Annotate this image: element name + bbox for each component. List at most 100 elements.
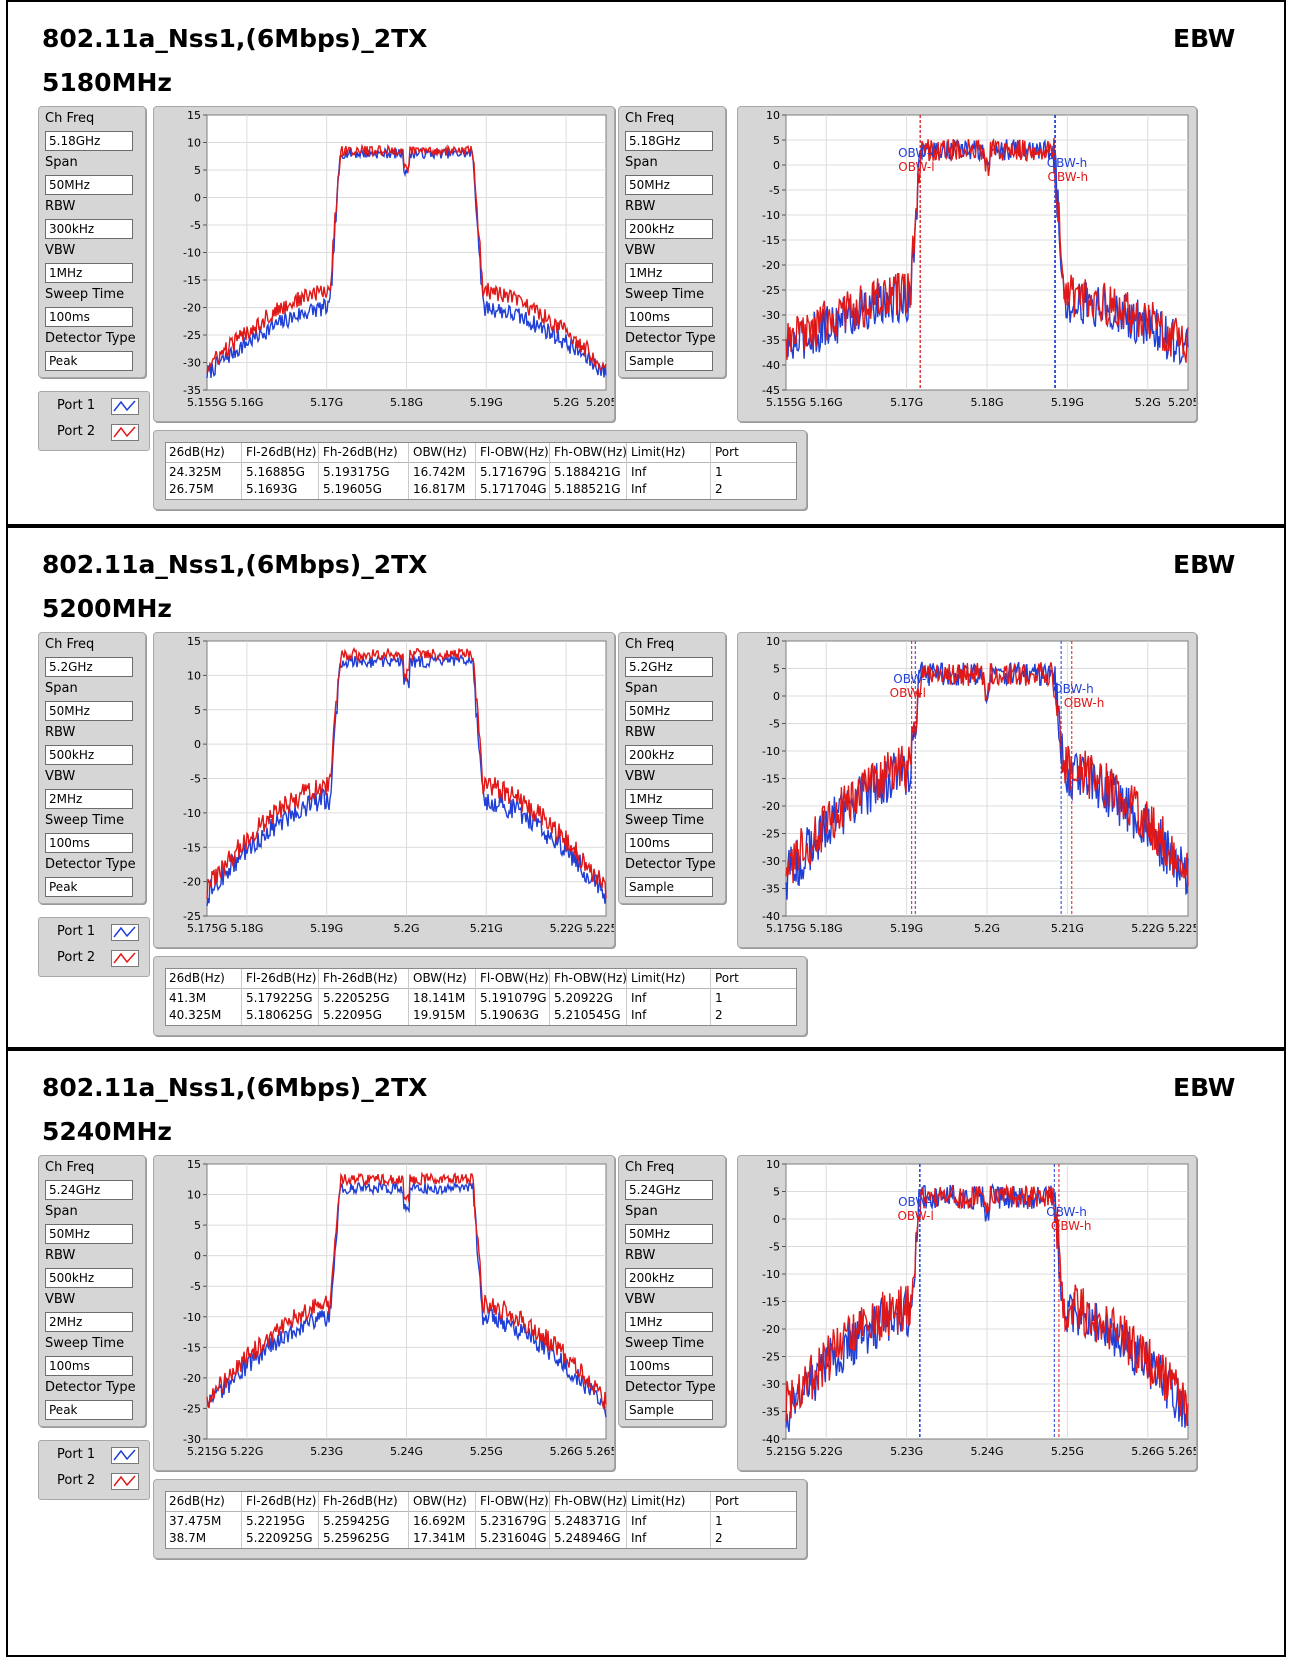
table-header-cell: Port <box>715 1494 739 1508</box>
setting-value-field[interactable]: 100ms <box>45 833 133 853</box>
setting-value-field[interactable]: Sample <box>625 877 713 897</box>
x-tick-label: 5.19G <box>890 922 923 935</box>
trace-icon <box>113 400 136 412</box>
x-tick-label: 5.17G <box>890 396 923 409</box>
setting-value-field[interactable]: 100ms <box>45 1356 133 1376</box>
setting-label: Detector Type <box>45 857 136 872</box>
table-column-divider <box>241 969 242 1025</box>
results-table: 26dB(Hz) Fl-26dB(Hz) Fh-26dB(Hz) OBW(Hz) Fl-… <box>153 430 807 510</box>
table-cell: 41.3M <box>169 991 207 1005</box>
y-tick-label: 0 <box>773 159 780 172</box>
setting-label: Sweep Time <box>45 1336 125 1351</box>
obw-high-label: OBW-h <box>1053 682 1094 696</box>
setting-value-field[interactable]: 100ms <box>625 307 713 327</box>
setting-value-field[interactable]: 200kHz <box>625 745 713 765</box>
table-header-cell: Fl-26dB(Hz) <box>246 445 317 459</box>
setting-value-field[interactable]: Peak <box>45 877 133 897</box>
setting-value-field[interactable]: 1MHz <box>625 263 713 283</box>
setting-label: Sweep Time <box>625 813 705 828</box>
y-tick-label: 15 <box>187 635 201 648</box>
setting-value-field[interactable]: Sample <box>625 1400 713 1420</box>
setting-value-field[interactable]: 300kHz <box>45 219 133 239</box>
setting-value-field[interactable]: 1MHz <box>625 789 713 809</box>
setting-value-field[interactable]: 50MHz <box>625 1224 713 1244</box>
y-tick-label: 10 <box>766 635 780 648</box>
setting-value-field[interactable]: 5.2GHz <box>45 657 133 677</box>
legend-item-port-1[interactable]: Port 1 <box>39 921 149 945</box>
legend-item-port-2[interactable]: Port 2 <box>39 947 149 971</box>
table-header-cell: Port <box>715 971 739 985</box>
setting-value-field[interactable]: Peak <box>45 351 133 371</box>
port-legend: Port 1 Port 2 <box>38 391 150 451</box>
setting-value-field[interactable]: 50MHz <box>45 175 133 195</box>
setting-label: Detector Type <box>625 857 716 872</box>
x-tick-label: 5.22G <box>810 1445 843 1458</box>
setting-label: Ch Freq <box>45 111 95 126</box>
y-tick-label: -35 <box>762 1406 780 1419</box>
y-tick-label: 0 <box>773 690 780 703</box>
legend-item-port-2[interactable]: Port 2 <box>39 421 149 445</box>
setting-value-field[interactable]: Sample <box>625 351 713 371</box>
setting-value-field[interactable]: 100ms <box>625 1356 713 1376</box>
table-column-divider <box>710 969 711 1025</box>
series-line-port-1 <box>206 146 607 379</box>
setting-value-field[interactable]: 100ms <box>625 833 713 853</box>
x-tick-label: 5.23G <box>310 1445 343 1458</box>
table-cell: 5.220525G <box>323 991 390 1005</box>
table-header-cell: Fh-OBW(Hz) <box>554 971 627 985</box>
setting-value-field[interactable]: 50MHz <box>625 701 713 721</box>
table-header-cell: OBW(Hz) <box>413 1494 467 1508</box>
x-tick-label: 5.225G <box>1168 922 1196 935</box>
setting-label: Span <box>45 681 78 696</box>
table-header-cell: Fl-26dB(Hz) <box>246 971 317 985</box>
setting-value-field[interactable]: 5.18GHz <box>625 131 713 151</box>
trace-icon-line <box>113 926 136 938</box>
y-tick-label: 10 <box>766 109 780 122</box>
setting-value-field[interactable]: 2MHz <box>45 789 133 809</box>
trace-icon-line <box>113 400 136 412</box>
setting-value-field[interactable]: 50MHz <box>45 701 133 721</box>
table-cell: 5.248371G <box>554 1514 621 1528</box>
setting-value-field[interactable]: 200kHz <box>625 219 713 239</box>
setting-value-field[interactable]: 200kHz <box>625 1268 713 1288</box>
table-header-cell: Fl-26dB(Hz) <box>246 1494 317 1508</box>
section-title: 802.11a_Nss1,(6Mbps)_2TX <box>42 1073 428 1102</box>
measurement-section: 802.11a_Nss1,(6Mbps)_2TX EBW 5200MHz Ch Fre… <box>6 526 1286 1049</box>
setting-value-field[interactable]: 1MHz <box>45 263 133 283</box>
y-tick-label: -30 <box>762 855 780 868</box>
results-table: 26dB(Hz) Fl-26dB(Hz) Fh-26dB(Hz) OBW(Hz) Fl-… <box>153 956 807 1036</box>
y-tick-label: -40 <box>762 1433 780 1446</box>
obw-low-label: OBW-l <box>890 686 926 700</box>
y-tick-label: 10 <box>187 137 201 150</box>
y-tick-label: -30 <box>762 309 780 322</box>
x-tick-label: 5.22G <box>230 1445 263 1458</box>
table-cell: 1 <box>715 465 723 479</box>
setting-label: Ch Freq <box>45 1160 95 1175</box>
table-cell: 5.188421G <box>554 465 621 479</box>
ebw-label: EBW <box>1173 550 1236 579</box>
table-header-divider <box>166 988 796 989</box>
setting-value-field[interactable]: 5.24GHz <box>45 1180 133 1200</box>
setting-value-field[interactable]: 100ms <box>45 307 133 327</box>
table-cell: 5.22195G <box>246 1514 305 1528</box>
setting-value-field[interactable]: 1MHz <box>625 1312 713 1332</box>
setting-value-field[interactable]: 500kHz <box>45 1268 133 1288</box>
setting-value-field[interactable]: 500kHz <box>45 745 133 765</box>
legend-swatch <box>111 924 139 941</box>
setting-value-field[interactable]: 5.18GHz <box>45 131 133 151</box>
setting-value-field[interactable]: 50MHz <box>625 175 713 195</box>
setting-value-field[interactable]: 5.24GHz <box>625 1180 713 1200</box>
setting-value-field[interactable]: Peak <box>45 1400 133 1420</box>
legend-item-port-1[interactable]: Port 1 <box>39 395 149 419</box>
x-tick-label: 5.23G <box>890 1445 923 1458</box>
table-cell: 5.20922G <box>554 991 613 1005</box>
obw-low-label: OBW-l <box>897 1209 933 1223</box>
setting-value-field[interactable]: 2MHz <box>45 1312 133 1332</box>
legend-item-port-1[interactable]: Port 1 <box>39 1444 149 1468</box>
x-tick-label: 5.205G <box>1168 396 1196 409</box>
y-tick-label: -15 <box>183 841 201 854</box>
legend-item-port-2[interactable]: Port 2 <box>39 1470 149 1494</box>
setting-value-field[interactable]: 5.2GHz <box>625 657 713 677</box>
setting-value-field[interactable]: 50MHz <box>45 1224 133 1244</box>
setting-label: Sweep Time <box>625 287 705 302</box>
